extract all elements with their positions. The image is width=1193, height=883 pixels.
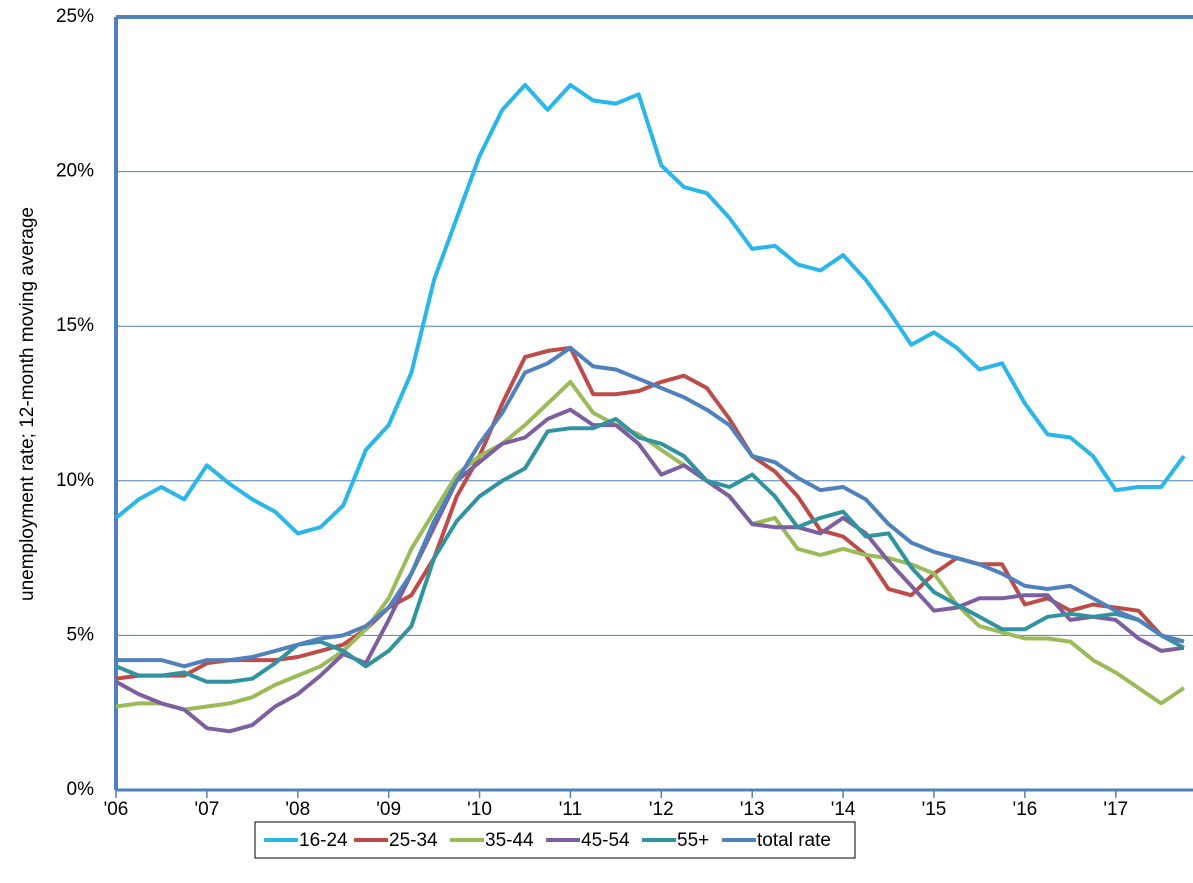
x-tick-label: '15 [922,799,947,820]
x-tick-label: '09 [376,799,401,820]
legend-label: total rate [757,830,831,851]
x-tick-label: '08 [285,799,310,820]
x-tick-label: '10 [467,799,492,820]
x-tick-label: '17 [1103,799,1128,820]
y-tick-label: 25% [56,6,94,27]
legend-label: 45-54 [581,830,630,851]
x-tick-label: '16 [1012,799,1037,820]
series-line [116,345,1185,669]
series-line [114,83,1186,536]
y-axis-label: unemployment rate; 12-month moving avera… [17,207,38,601]
x-tick-label: '12 [649,799,674,820]
x-tick-label: '13 [740,799,765,820]
legend-label: 55+ [677,830,709,851]
x-tick-label: '07 [195,799,220,820]
y-tick-label: 5% [67,624,95,645]
legend: 16-24 25-34 35-44 45-54 55+ total rate [254,821,856,859]
x-tick-label: '11 [559,799,582,820]
x-tick-label: '06 [104,799,129,820]
series-line [115,407,1185,734]
legend-label: 35-44 [485,830,534,851]
legend-label: 16-24 [299,830,348,851]
y-tick-label: 20% [56,161,94,182]
legend-label: 25-34 [389,830,438,851]
y-tick-label: 10% [56,470,94,491]
x-tick-label: '14 [831,799,856,820]
y-tick-label: 0% [67,779,95,800]
series-line [115,345,1185,681]
y-tick-label: 15% [56,315,94,336]
